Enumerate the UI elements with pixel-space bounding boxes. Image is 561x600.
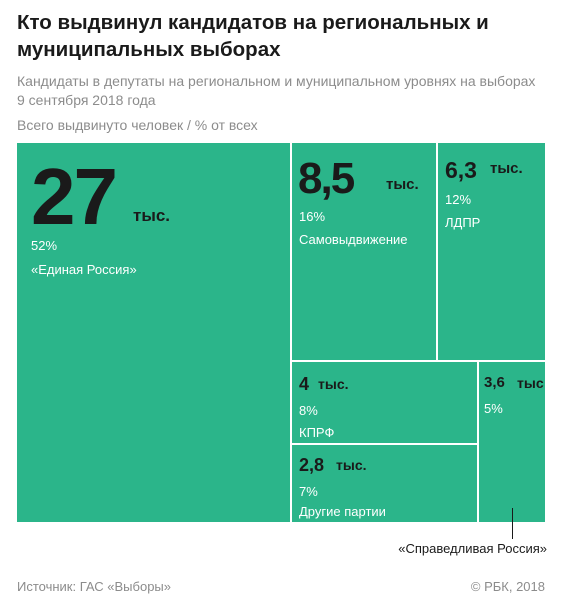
cell-unit: тыс. <box>490 160 523 177</box>
cell-value: 2,8 <box>299 455 325 475</box>
cell-percent: 5% <box>484 401 503 416</box>
cell-unit: тыс. <box>133 206 171 225</box>
callout-line <box>512 508 513 539</box>
cell-value: 8,5 <box>298 154 355 203</box>
copyright: © РБК, 2018 <box>470 579 545 594</box>
cell-value: 4 <box>299 374 310 394</box>
treemap-cell: 4 тыс. 8% КПРФ <box>290 361 477 444</box>
cell-percent: 16% <box>299 209 326 224</box>
cell-unit: тыс. <box>336 457 367 473</box>
treemap-cell: 8,5 тыс. 16% Самовыдвижение <box>290 143 436 361</box>
cell-value: 27 <box>31 152 118 241</box>
chart-subtitle: Кандидаты в депутаты на региональном и м… <box>17 73 536 108</box>
tile-separator <box>290 443 477 445</box>
tile-separator <box>477 361 479 522</box>
treemap-cell: 2,8 тыс. 7% Другие партии <box>290 444 477 522</box>
cell-percent: 52% <box>31 238 58 253</box>
cell-unit: тыс. <box>318 376 349 392</box>
cell-label: КПРФ <box>299 425 335 440</box>
cell-label: ЛДПР <box>445 215 481 230</box>
tile-separator <box>290 143 292 522</box>
cell-label: Самовыдвижение <box>299 232 408 247</box>
cell-unit: тыс <box>517 375 544 391</box>
treemap-cell: 6,3 тыс. 12% ЛДПР <box>436 143 545 361</box>
cell-value: 6,3 <box>445 157 477 183</box>
callout-label: «Справедливая Россия» <box>398 541 547 556</box>
treemap-cell: 27 тыс. 52% «Единая Россия» <box>17 143 290 522</box>
chart-title: Кто выдвинул кандидатов на региональных … <box>17 11 489 61</box>
treemap-chart: 27 тыс. 52% «Единая Россия» 8,5 тыс. 16% Самовы… <box>17 143 545 522</box>
cell-unit: тыс. <box>386 176 419 193</box>
cell-value: 3,6 <box>484 374 505 391</box>
treemap-cell: 3,6 тыс 5% <box>477 361 545 522</box>
cell-label: Другие партии <box>299 504 386 519</box>
cell-percent: 12% <box>445 192 472 207</box>
cell-percent: 8% <box>299 403 318 418</box>
tile-separator <box>290 360 545 362</box>
cell-percent: 7% <box>299 484 318 499</box>
tile-separator <box>436 143 438 361</box>
cell-label: «Единая Россия» <box>31 262 137 277</box>
unit-note: Всего выдвинуто человек / % от всех <box>17 117 258 133</box>
source-note: Источник: ГАС «Выборы» <box>17 579 172 594</box>
